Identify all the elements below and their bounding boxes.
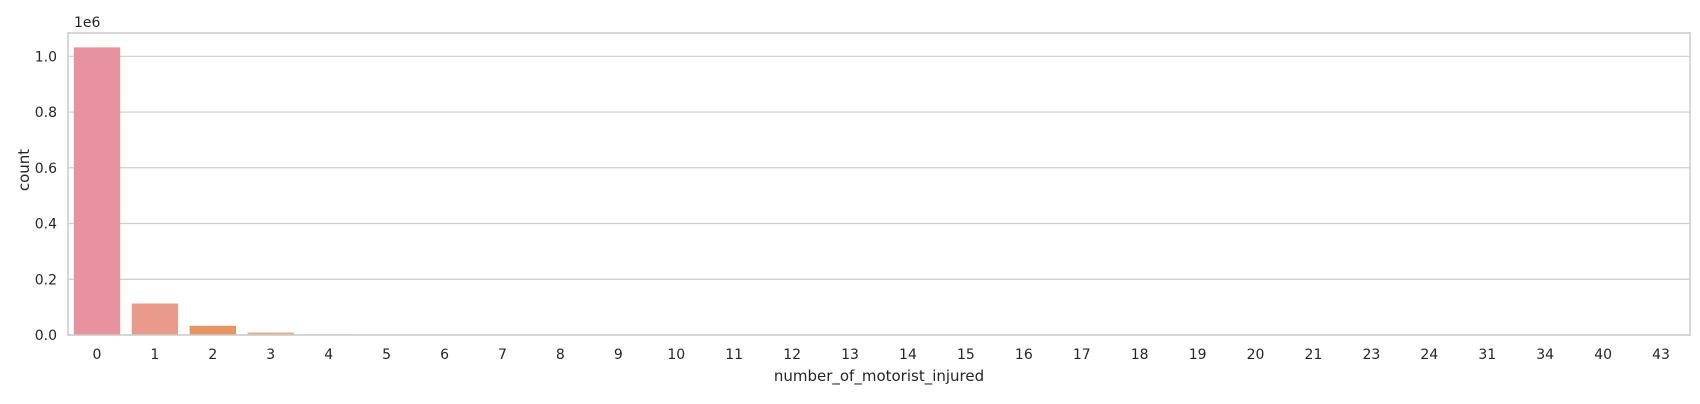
- x-tick-label: 40: [1594, 347, 1612, 363]
- x-tick-label: 15: [957, 347, 975, 363]
- x-tick-label: 17: [1073, 347, 1091, 363]
- y-scale-offset-label: 1e6: [74, 15, 101, 31]
- plot-frame: [68, 33, 1690, 335]
- x-tick-label: 34: [1536, 347, 1554, 363]
- x-tick-label: 2: [208, 347, 217, 363]
- x-tick-label: 8: [556, 347, 565, 363]
- x-tick-label: 6: [440, 347, 449, 363]
- x-tick-label: 9: [614, 347, 623, 363]
- x-tick-label: 10: [667, 347, 685, 363]
- x-tick-label: 31: [1478, 347, 1496, 363]
- x-tick-label: 13: [841, 347, 859, 363]
- x-tick-label: 1: [150, 347, 159, 363]
- x-tick-label: 7: [498, 347, 507, 363]
- x-tick-label: 24: [1420, 347, 1438, 363]
- x-tick-label: 11: [725, 347, 743, 363]
- x-tick-label: 4: [324, 347, 333, 363]
- x-tick-label: 16: [1015, 347, 1033, 363]
- y-tick-label: 0.2: [35, 272, 57, 288]
- x-tick-label: 23: [1362, 347, 1380, 363]
- bar-2: [190, 326, 236, 335]
- x-tick-label: 20: [1247, 347, 1265, 363]
- y-tick-label: 1.0: [35, 49, 57, 65]
- x-tick-label: 3: [266, 347, 275, 363]
- x-tick-label: 12: [783, 347, 801, 363]
- x-tick-label: 14: [899, 347, 917, 363]
- y-tick-labels: 0.0 0.2 0.4 0.6 0.8 1.0: [35, 49, 57, 344]
- bar-0: [74, 47, 120, 335]
- y-axis-label: count: [15, 149, 33, 191]
- y-tick-label: 0.4: [35, 217, 57, 233]
- x-tick-label: 19: [1189, 347, 1207, 363]
- y-tick-label: 0.8: [35, 105, 57, 121]
- x-tick-label: 0: [93, 347, 102, 363]
- y-tick-label: 0.6: [35, 161, 57, 177]
- grid-lines: [68, 56, 1690, 335]
- x-axis-label: number_of_motorist_injured: [774, 367, 984, 386]
- x-tick-label: 5: [382, 347, 391, 363]
- x-tick-label: 21: [1305, 347, 1323, 363]
- bars: [74, 47, 1684, 335]
- y-tick-label: 0.0: [35, 328, 57, 344]
- x-tick-label: 18: [1131, 347, 1149, 363]
- x-tick-label: 43: [1652, 347, 1670, 363]
- bar-1: [132, 304, 178, 335]
